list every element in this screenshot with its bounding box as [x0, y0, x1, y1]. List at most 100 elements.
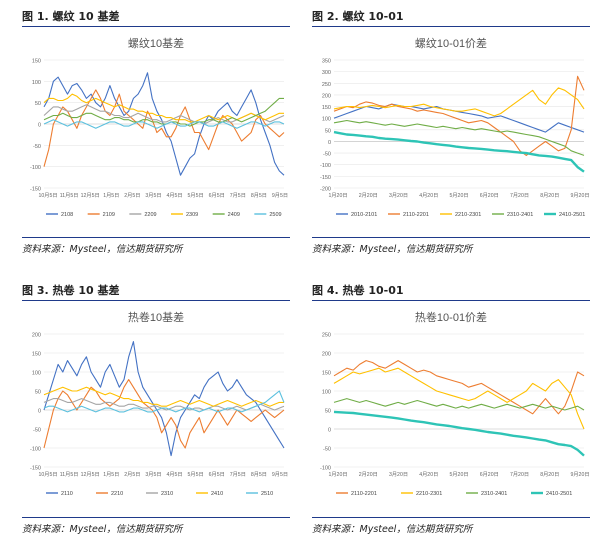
x-tick-label: 5月5日 [188, 192, 204, 199]
x-tick-label: 3月20日 [389, 471, 408, 478]
legend-label: 2509 [269, 212, 281, 218]
x-tick-label: 3月5日 [145, 192, 161, 199]
source-rule [22, 237, 290, 238]
y-tick-label: 200 [32, 333, 41, 339]
x-tick-label: 8月5日 [251, 471, 267, 478]
source-rule [312, 237, 590, 238]
x-tick-label: 4月20日 [419, 192, 438, 199]
source-note: 资料来源：Mysteel，信达期货研究所 [22, 524, 183, 535]
x-tick-label: 11月5日 [60, 471, 79, 478]
figure-title: 图 3. 热卷 10 基差 [22, 284, 120, 297]
legend-label: 2210-2301 [416, 491, 442, 497]
series-line [333, 410, 585, 457]
series-line [333, 87, 585, 117]
legend-label: 2110-2201 [351, 491, 377, 497]
legend-label: 2110 [61, 491, 73, 497]
legend-label: 2410-2501 [546, 491, 572, 497]
chart-title: 热卷10-01价差 [415, 310, 487, 324]
legend-label: 2010-2101 [351, 212, 377, 218]
series-line [43, 390, 285, 413]
series-line [43, 398, 285, 411]
series-line [333, 367, 585, 430]
series-line [43, 379, 285, 449]
x-tick-label: 9月5日 [272, 192, 288, 199]
y-tick-label: 250 [322, 333, 331, 339]
x-tick-label: 5月20日 [449, 471, 468, 478]
y-tick-label: 350 [322, 59, 331, 65]
legend-label: 2109 [103, 212, 115, 218]
source-rule [22, 517, 290, 518]
y-tick-label: 50 [325, 409, 331, 415]
x-tick-label: 7月5日 [230, 471, 246, 478]
y-tick-label: 150 [32, 352, 41, 358]
legend-label: 2510 [261, 491, 273, 497]
y-tick-label: 0 [38, 409, 41, 415]
figure-title: 图 2. 螺纹 10-01 [312, 10, 404, 23]
x-tick-label: 8月20日 [540, 192, 559, 199]
x-tick-label: 1月20日 [328, 471, 347, 478]
y-tick-label: 200 [322, 93, 331, 99]
chart-svg: 螺纹10基差 -150 -100 -50 0 50 100 150 10月5日 11月5日 12月5… [30, 36, 288, 218]
x-tick-label: 12月5日 [81, 471, 100, 478]
x-tick-label: 6月20日 [480, 192, 499, 199]
y-tick-label: -100 [30, 165, 41, 171]
chart-svg: 螺纹10-01价差 -200 -150 -100 -50 0 50 100 150 200 250 3… [320, 36, 590, 218]
x-tick-label: 1月5日 [103, 471, 119, 478]
y-tick-label: 50 [325, 128, 331, 134]
x-tick-label: 10月5日 [38, 192, 57, 199]
legend-label: 2210 [111, 491, 123, 497]
x-tick-label: 3月20日 [389, 192, 408, 199]
y-tick-label: -100 [30, 447, 41, 453]
series-line [43, 119, 285, 129]
y-tick-label: -150 [320, 175, 331, 181]
series-line [43, 97, 284, 127]
series-line [43, 386, 284, 407]
series-line [43, 72, 285, 176]
source-rule [312, 517, 590, 518]
x-tick-label: 7月20日 [510, 192, 529, 199]
y-tick-label: 100 [32, 371, 41, 377]
x-tick-label: 1月5日 [103, 192, 119, 199]
x-tick-label: 3月5日 [145, 471, 161, 478]
y-tick-label: 300 [322, 70, 331, 76]
y-tick-label: -50 [323, 152, 331, 158]
figure-title: 图 1. 螺纹 10 基差 [22, 10, 120, 23]
y-tick-label: 100 [32, 80, 41, 86]
x-tick-label: 10月5日 [38, 471, 57, 478]
x-tick-label: 6月20日 [480, 471, 499, 478]
y-tick-label: -50 [33, 428, 41, 434]
series-line [333, 398, 585, 411]
series-line [333, 103, 585, 133]
x-tick-label: 2月5日 [124, 471, 140, 478]
chart-title: 螺纹10基差 [128, 36, 184, 50]
series-line [43, 89, 285, 167]
figure-panel-1: 图 1. 螺纹 10 基差 螺纹10基差 -150 -100 -50 0 50 100 150… [22, 8, 290, 258]
y-tick-label: 0 [38, 123, 41, 129]
x-tick-label: 7月20日 [510, 471, 529, 478]
chart-title: 热卷10基差 [128, 310, 184, 324]
figure-panel-2: 图 2. 螺纹 10-01 螺纹10-01价差 -200 -150 -100 -50 0 5… [312, 8, 590, 258]
y-tick-label: -100 [320, 466, 331, 472]
legend-label: 2310-2401 [481, 491, 507, 497]
y-tick-label: 50 [35, 390, 41, 396]
y-tick-label: 250 [322, 82, 331, 88]
x-tick-label: 4月20日 [419, 471, 438, 478]
y-tick-label: -150 [30, 187, 41, 193]
y-tick-label: 150 [322, 371, 331, 377]
y-tick-label: -200 [320, 187, 331, 193]
y-tick-label: 0 [328, 428, 331, 434]
figure-title: 图 4. 热卷 10-01 [312, 284, 404, 297]
legend-label: 2108 [61, 212, 73, 218]
legend-label: 2309 [186, 212, 198, 218]
y-tick-label: -150 [30, 466, 41, 472]
series-line [333, 119, 585, 156]
x-tick-label: 9月20日 [570, 192, 589, 199]
x-tick-label: 8月5日 [251, 192, 267, 199]
legend-label: 2110-2201 [403, 212, 429, 218]
legend-label: 2209 [144, 212, 156, 218]
title-rule [312, 300, 590, 301]
x-tick-label: 8月20日 [540, 471, 559, 478]
series-line [333, 360, 585, 415]
x-tick-label: 4月5日 [166, 471, 182, 478]
x-tick-label: 11月5日 [60, 192, 79, 199]
